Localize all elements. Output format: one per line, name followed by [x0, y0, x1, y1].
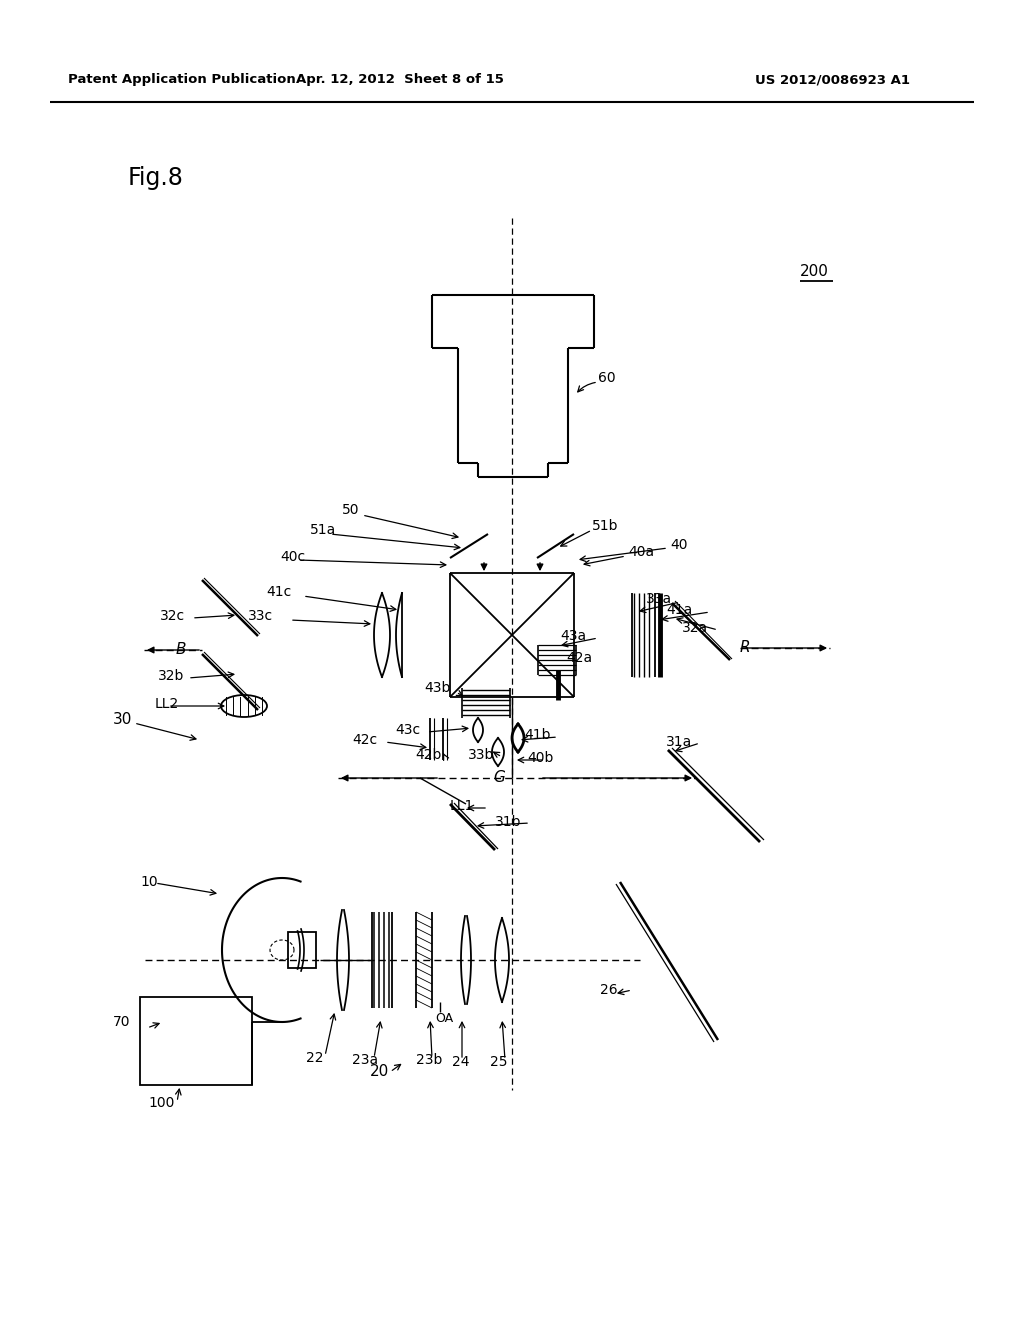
Text: B: B — [176, 643, 186, 657]
Text: 32b: 32b — [158, 669, 184, 682]
Text: LL1: LL1 — [450, 799, 474, 813]
Text: 43a: 43a — [560, 630, 586, 643]
Text: 33c: 33c — [248, 609, 273, 623]
Text: 25: 25 — [490, 1055, 508, 1069]
Text: 200: 200 — [800, 264, 828, 280]
Text: US 2012/0086923 A1: US 2012/0086923 A1 — [755, 74, 910, 87]
Text: 51a: 51a — [310, 523, 336, 537]
Text: 33a: 33a — [646, 591, 672, 606]
Text: 40b: 40b — [527, 751, 553, 766]
Text: OA: OA — [435, 1011, 454, 1024]
Text: 32a: 32a — [682, 620, 709, 635]
Text: 42c: 42c — [352, 733, 377, 747]
Text: 41a: 41a — [666, 603, 692, 616]
Text: 60: 60 — [598, 371, 615, 385]
Text: 40a: 40a — [628, 545, 654, 558]
Text: 42b: 42b — [415, 748, 441, 762]
Text: 31b: 31b — [495, 814, 521, 829]
Text: 31a: 31a — [666, 735, 692, 748]
Bar — [288, 932, 316, 968]
Text: Patent Application Publication: Patent Application Publication — [68, 74, 296, 87]
Text: 10: 10 — [140, 875, 158, 888]
Text: G: G — [493, 771, 505, 785]
Text: 70: 70 — [113, 1015, 130, 1030]
Text: 50: 50 — [342, 503, 359, 517]
Text: 32c: 32c — [160, 609, 185, 623]
Text: 43c: 43c — [395, 723, 420, 737]
Text: 23b: 23b — [416, 1053, 442, 1067]
Text: 20: 20 — [370, 1064, 389, 1080]
Text: Fig.8: Fig.8 — [128, 166, 184, 190]
Text: 23a: 23a — [352, 1053, 378, 1067]
Text: 41c: 41c — [266, 585, 291, 599]
Text: R: R — [740, 640, 751, 656]
Text: 22: 22 — [306, 1051, 324, 1065]
Text: 41b: 41b — [524, 729, 551, 742]
Text: 33b: 33b — [468, 748, 495, 762]
Text: LL2: LL2 — [155, 697, 179, 711]
Text: 26: 26 — [600, 983, 617, 997]
Text: 24: 24 — [452, 1055, 469, 1069]
Text: 40: 40 — [670, 539, 687, 552]
Text: 30: 30 — [113, 713, 132, 727]
Text: Apr. 12, 2012  Sheet 8 of 15: Apr. 12, 2012 Sheet 8 of 15 — [296, 74, 504, 87]
Text: 43b: 43b — [424, 681, 451, 696]
Text: 100: 100 — [148, 1096, 174, 1110]
Text: 40c: 40c — [280, 550, 305, 564]
Bar — [140, 997, 252, 1085]
Text: 42a: 42a — [566, 651, 592, 665]
Text: 51b: 51b — [592, 519, 618, 533]
